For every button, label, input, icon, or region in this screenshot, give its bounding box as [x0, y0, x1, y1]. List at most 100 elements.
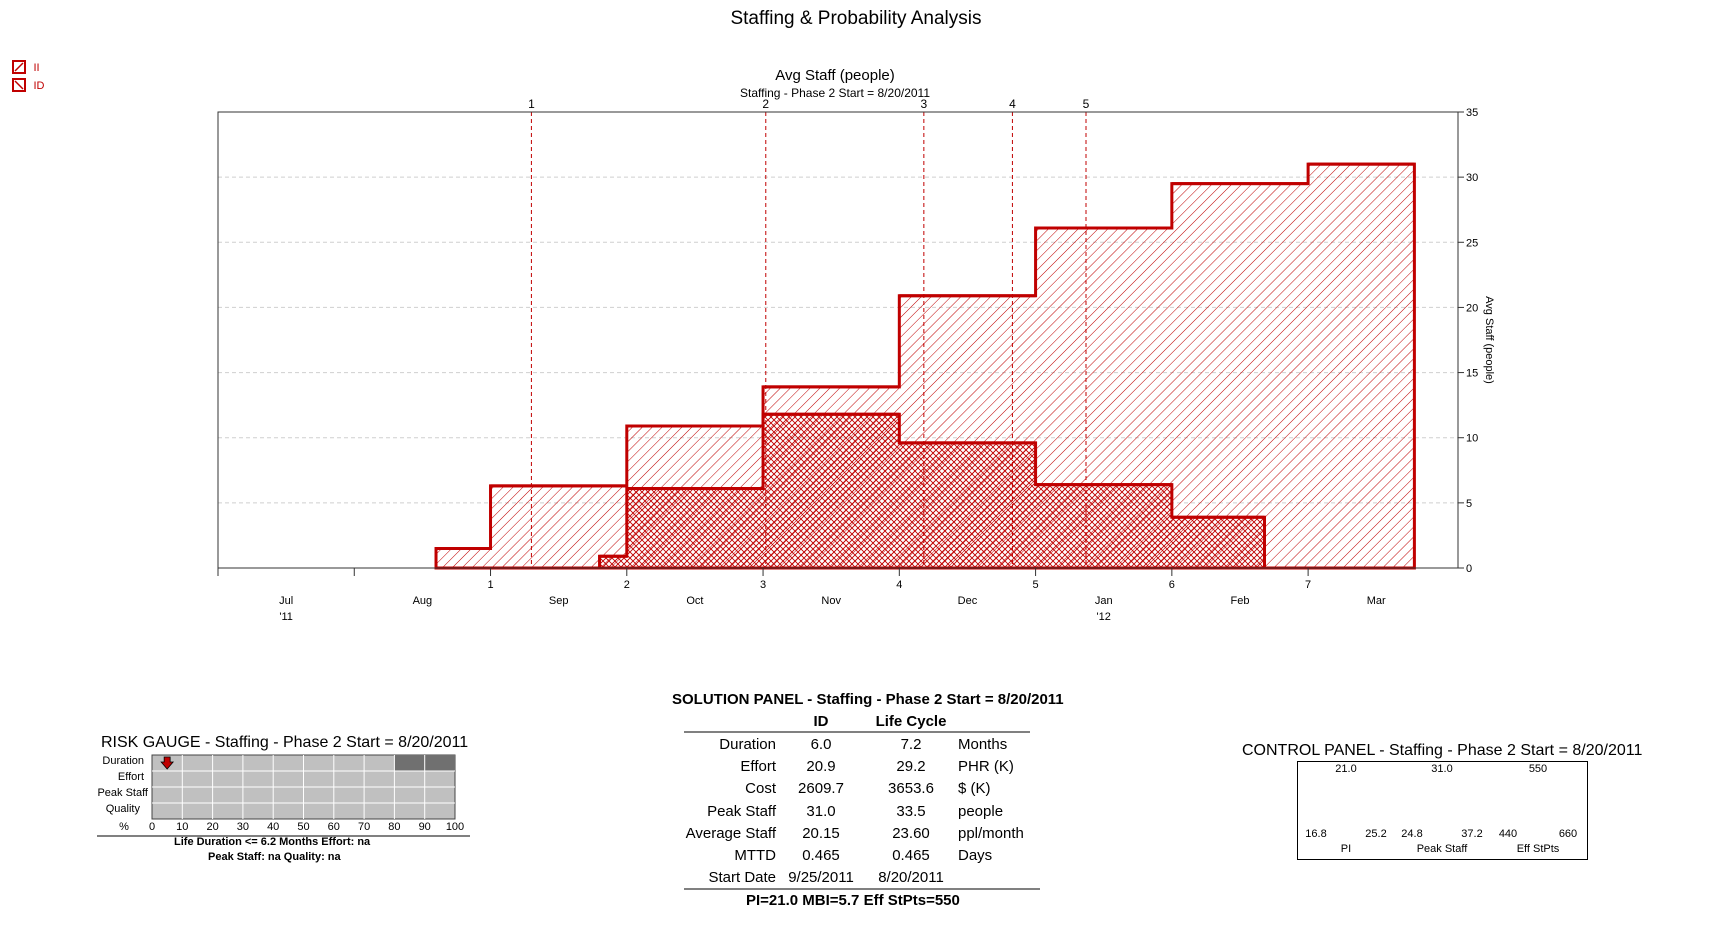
y-tick-label-30: 30 — [1466, 172, 1478, 184]
risk-gauge-title: RISK GAUGE - Staffing - Phase 2 Start = … — [101, 734, 469, 751]
x-phase-tick-label-4: 4 — [896, 579, 902, 591]
gauge-pi-max: 25.2 — [1365, 828, 1387, 840]
risk-x-label-8: 70 — [357, 821, 371, 833]
y-tick-label-0: 0 — [1466, 563, 1472, 575]
solution-label-peak-staff: Peak Staff — [707, 802, 776, 820]
plot-frame — [217, 111, 1459, 569]
solution-label-mttd: MTTD — [734, 847, 776, 864]
solution-label-duration: Duration — [719, 736, 776, 753]
legend-swatch-id-icon — [12, 77, 26, 92]
x-phase-tick-label-5: 5 — [1033, 579, 1039, 591]
risk-row-effort: Effort — [117, 771, 144, 783]
solution-panel-title: SOLUTION PANEL - Staffing - Phase 2 Star… — [672, 691, 1064, 708]
gauge-pi-name: PI — [1340, 843, 1352, 855]
y-tick-label-35: 35 — [1466, 107, 1478, 119]
solution-lc-start-date: 8/20/2011 — [878, 869, 944, 887]
control-panel-box — [1297, 761, 1588, 860]
risk-x-label-2: 10 — [176, 821, 189, 833]
risk-gauge-footer-1: Life Duration <= 6.2 Months Effort: na — [174, 836, 371, 848]
x-month-label-nov: Nov — [821, 595, 841, 607]
chart-title: Avg Staff (people) — [775, 67, 895, 84]
milestone-label-5: 5 — [1083, 97, 1090, 111]
solution-id-mttd: 0.465 — [802, 847, 840, 864]
risk-x-label-11: 100 — [445, 821, 465, 833]
solution-col-id: ID — [813, 713, 829, 730]
risk-x-label-4: 30 — [236, 821, 250, 833]
solution-unit-average-staff: ppl/month — [958, 824, 1024, 842]
legend-swatch-ii-icon — [12, 59, 26, 74]
risk-row-duration: Duration — [102, 755, 144, 767]
milestone-label-3: 3 — [921, 97, 928, 111]
page-title: Staffing & Probability Analysis — [730, 8, 982, 29]
x-phase-tick-label-1: 1 — [487, 579, 493, 591]
solution-id-start-date: 9/25/2011 — [788, 869, 854, 887]
gauge-peak-staff-value: 31.0 — [1431, 763, 1453, 775]
solution-unit-cost: $ (K) — [958, 780, 991, 798]
solution-lc-average-staff: 23.60 — [892, 824, 930, 842]
legend-item-ii[interactable]: II — [12, 58, 40, 76]
risk-x-label-9: 80 — [388, 821, 401, 833]
series-layer — [434, 162, 1416, 570]
y-axis-label: Avg Staff (people) — [1483, 296, 1495, 384]
risk-row-quality: Quality — [105, 803, 140, 815]
solution-label-cost: Cost — [745, 780, 776, 798]
solution-unit-effort: PHR (K) — [958, 758, 1014, 776]
solution-unit-duration: Months — [958, 736, 1008, 753]
legend-item-id[interactable]: ID — [12, 76, 44, 94]
risk-x-label-3: 20 — [206, 821, 219, 833]
solution-footer: PI=21.0 MBI=5.7 Eff StPts=550 — [746, 892, 960, 909]
x-month-label-dec: Dec — [958, 595, 978, 607]
x-phase-tick-label-7: 7 — [1305, 579, 1311, 591]
milestone-label-4: 4 — [1009, 97, 1016, 111]
y-tick-label-15: 15 — [1466, 368, 1478, 380]
solution-id-average-staff: 20.15 — [802, 824, 840, 842]
x-phase-tick-label-2: 2 — [624, 579, 630, 591]
gauge-eff-stpts-name: Eff StPts — [1516, 843, 1560, 855]
solution-id-duration: 6.0 — [810, 736, 832, 753]
milestone-label-1: 1 — [528, 97, 535, 111]
x-phase-tick-label-6: 6 — [1169, 579, 1175, 591]
y-tick-label-25: 25 — [1466, 237, 1478, 249]
x-month-label-jan: Jan — [1095, 595, 1113, 607]
y-tick-label-10: 10 — [1466, 433, 1478, 445]
risk-marker-icon — [160, 756, 175, 770]
milestone-label-2: 2 — [762, 97, 769, 111]
solution-label-start-date: Start Date — [708, 869, 776, 887]
risk-x-label-7: 60 — [327, 821, 340, 833]
x-month-label-oct: Oct — [686, 595, 703, 607]
solution-lc-effort: 29.2 — [896, 758, 926, 776]
x-month-label-jul: Jul — [279, 595, 293, 607]
solution-col-lc: Life Cycle — [875, 713, 947, 730]
solution-label-effort: Effort — [740, 758, 776, 776]
x-month-label-aug: Aug — [413, 595, 433, 607]
gauge-eff-stpts-max: 660 — [1558, 828, 1578, 840]
risk-x-label-0: % — [119, 821, 129, 833]
gauge-peak-staff-max: 37.2 — [1461, 828, 1483, 840]
risk-gauge-footer-2: Peak Staff: na Quality: na — [208, 851, 341, 863]
solution-lc-peak-staff: 33.5 — [896, 802, 926, 820]
chart-subtitle: Staffing - Phase 2 Start = 8/20/2011 — [740, 86, 930, 100]
milestone-layer: 1 2 3 4 5 — [528, 97, 1090, 568]
gauge-peak-staff-min: 24.8 — [1401, 828, 1423, 840]
risk-x-label-1: 0 — [148, 821, 156, 833]
x-month-label-feb: Feb — [1230, 595, 1249, 607]
solution-unit-peak-staff: people — [958, 802, 1004, 820]
gauge-pi-min: 16.8 — [1305, 828, 1327, 840]
gauge-eff-stpts-min: 440 — [1498, 828, 1518, 840]
solution-lc-cost: 3653.6 — [888, 780, 934, 798]
y-tick-label-5: 5 — [1466, 498, 1472, 510]
solution-id-peak-staff: 31.0 — [806, 802, 836, 820]
control-panel-title: CONTROL PANEL - Staffing - Phase 2 Start… — [1242, 742, 1643, 759]
legend-label-id: ID — [33, 80, 45, 92]
legend-label-ii: II — [33, 62, 40, 74]
risk-x-label-10: 90 — [418, 821, 431, 833]
x-year-label-6: '12 — [1097, 611, 1111, 623]
gauge-peak-staff-name: Peak Staff — [1416, 843, 1468, 855]
x-phase-tick-label-3: 3 — [760, 579, 766, 591]
x-month-label-sep: Sep — [549, 595, 569, 607]
solution-id-effort: 20.9 — [806, 758, 836, 776]
solution-lc-mttd: 0.465 — [892, 847, 930, 864]
risk-gauge-grid — [97, 731, 1040, 890]
risk-row-peak-staff: Peak Staff — [97, 787, 148, 799]
